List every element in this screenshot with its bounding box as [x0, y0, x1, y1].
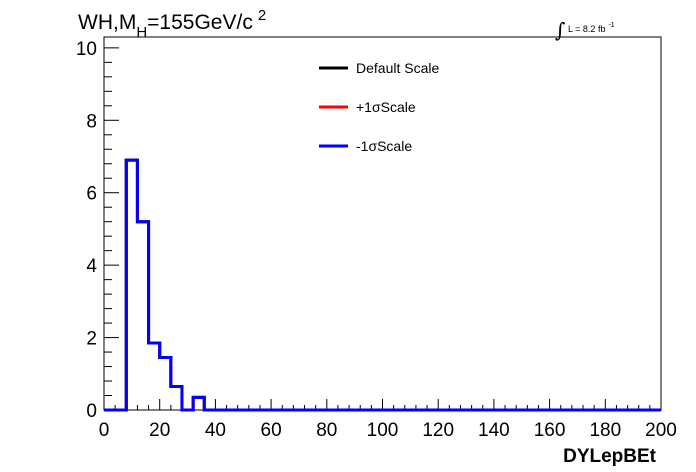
y-tick-label: 0	[86, 401, 97, 422]
y-tick-label: 4	[86, 256, 97, 277]
title-subscript: H	[136, 24, 147, 41]
y-tick-labels: 0 2 4 6 8 10	[76, 39, 98, 422]
legend-label: +1σScale	[356, 99, 416, 115]
chart-title: WH,MH=155GeV/c 2	[78, 7, 266, 41]
series-line	[104, 158, 661, 412]
x-tick-label: 60	[261, 420, 282, 441]
legend-label: Default Scale	[356, 60, 439, 76]
x-tick-label: 0	[99, 420, 110, 441]
histogram-series	[104, 158, 661, 412]
plot-frame	[103, 36, 662, 411]
x-tick-labels: 0 20 40 60 80 100 120 140 160 180 200	[99, 420, 677, 441]
y-tick-label: 6	[86, 184, 97, 205]
x-tick-label: 120	[422, 420, 454, 441]
y-tick-label: 8	[86, 111, 97, 132]
x-tick-label: 80	[316, 420, 337, 441]
x-tick-label: 100	[367, 420, 399, 441]
x-tick-label: 140	[478, 420, 510, 441]
x-tick-label: 20	[149, 420, 170, 441]
legend-entry: -1σScale	[319, 138, 412, 154]
series-line	[104, 158, 661, 412]
x-tick-label: 180	[589, 420, 621, 441]
series-line	[104, 158, 661, 412]
integral-sign: ∫	[555, 18, 565, 42]
legend-entry: Default Scale	[319, 60, 439, 76]
x-tick-label: 160	[534, 420, 566, 441]
legend: Default Scale +1σScale -1σScale	[319, 60, 439, 154]
lumi-superscript: -1	[608, 22, 614, 29]
title-rest: =155GeV/c	[147, 11, 253, 34]
y-tick-label: 10	[76, 39, 97, 60]
legend-entry: +1σScale	[319, 99, 416, 115]
lumi-label: L = 8.2 fb -1	[568, 22, 615, 34]
x-tick-label: 200	[645, 420, 677, 441]
x-tick-label: 40	[205, 420, 226, 441]
x-axis-label: DYLepBEt	[563, 446, 657, 467]
y-tick-label: 2	[86, 329, 97, 350]
title-superscript: 2	[258, 7, 266, 24]
legend-label: -1σScale	[356, 138, 412, 154]
